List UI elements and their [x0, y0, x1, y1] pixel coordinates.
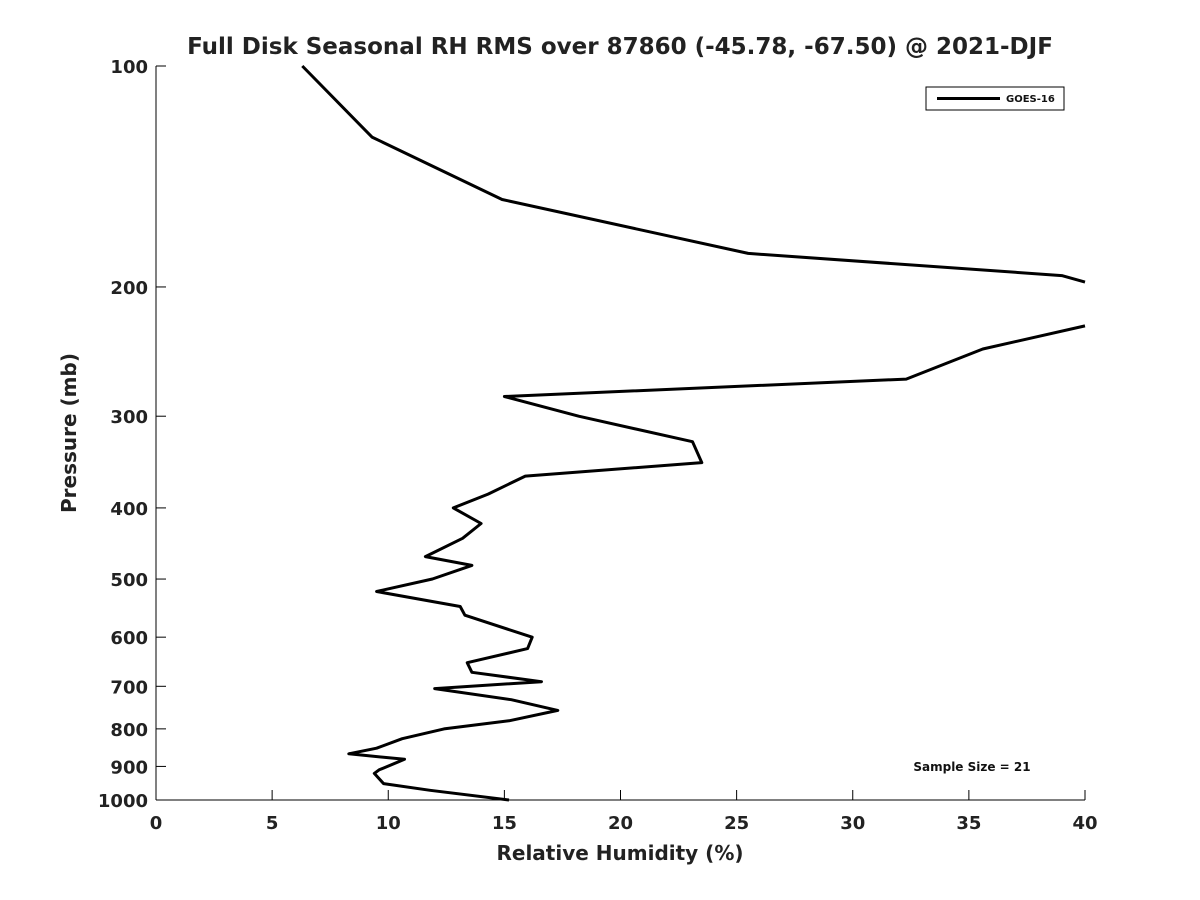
x-tick-label: 10 — [376, 813, 401, 834]
x-tick-label: 40 — [1072, 813, 1097, 834]
y-tick-label: 800 — [110, 720, 148, 741]
sample-size-annotation: Sample Size = 21 — [913, 760, 1030, 774]
y-tick-label: 700 — [110, 677, 148, 698]
series-line-goes-16-segment-1 — [301, 64, 1086, 284]
x-tick-label: 5 — [266, 813, 279, 834]
y-tick-label: 400 — [110, 499, 148, 520]
x-tick-label: 25 — [724, 813, 749, 834]
y-tick-label: 300 — [110, 407, 148, 428]
y-tick-label: 100 — [110, 57, 148, 78]
y-tick-label: 200 — [110, 278, 148, 299]
series-layer — [301, 64, 1086, 802]
y-tick-label: 1000 — [98, 791, 148, 812]
y-tick-label: 500 — [110, 570, 148, 591]
x-tick-label: 20 — [608, 813, 633, 834]
series-line-goes-16-segment-2 — [347, 324, 1086, 802]
legend-entry-goes-16: GOES-16 — [1006, 94, 1055, 105]
x-axis-ticks: 0 5 10 15 20 25 30 35 40 — [150, 790, 1098, 834]
plot-frame — [155, 66, 1085, 801]
y-tick-label: 600 — [110, 628, 148, 649]
x-tick-label: 15 — [492, 813, 517, 834]
chart-title: Full Disk Seasonal RH RMS over 87860 (-4… — [187, 34, 1053, 60]
x-tick-label: 0 — [150, 813, 163, 834]
x-axis-label: Relative Humidity (%) — [496, 841, 743, 865]
x-tick-label: 35 — [956, 813, 981, 834]
legend: GOES-16 — [925, 86, 1065, 111]
x-tick-label: 30 — [840, 813, 865, 834]
y-axis-label: Pressure (mb) — [57, 353, 81, 513]
y-tick-label: 900 — [110, 757, 148, 778]
y-axis-ticks: 100 200 300 400 500 600 700 800 900 1000 — [98, 57, 166, 812]
